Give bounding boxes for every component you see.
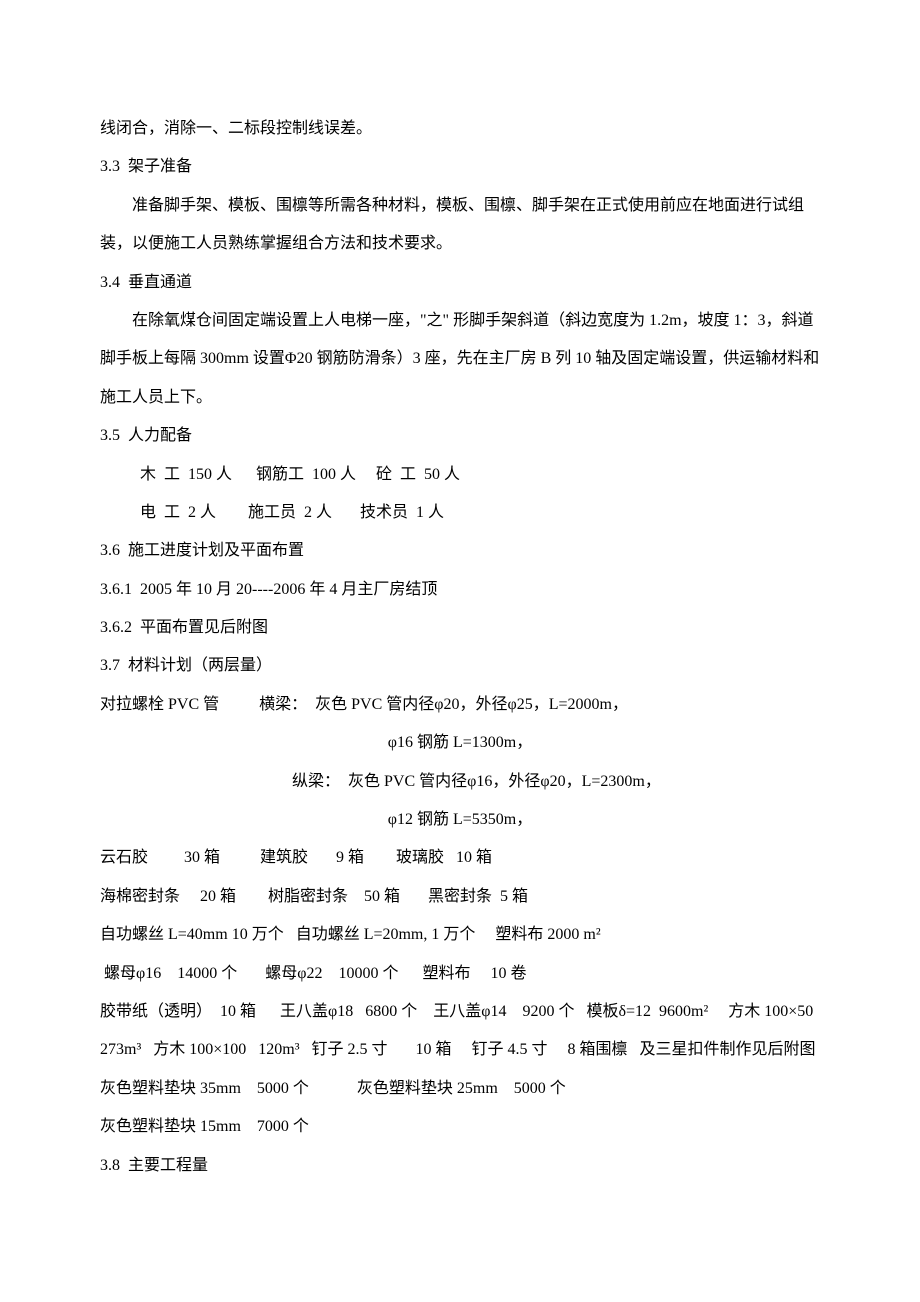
- heading-3-6-1: 3.6.1 2005 年 10 月 20----2006 年 4 月主厂房结顶: [100, 571, 820, 609]
- text-line-03: 准备脚手架、模板、围檩等所需各种材料，模板、围檩、脚手架在正式使用前应在地面进行…: [100, 187, 820, 264]
- material-line-20: 螺母φ16 14000 个 螺母φ22 10000 个 塑料布 10 卷: [100, 955, 820, 993]
- heading-3-4: 3.4 垂直通道: [100, 264, 820, 302]
- heading-3-7: 3.7 材料计划（两层量）: [100, 647, 820, 685]
- heading-3-6: 3.6 施工进度计划及平面布置: [100, 532, 820, 570]
- heading-3-6-2: 3.6.2 平面布置见后附图: [100, 609, 820, 647]
- material-line-18: 海棉密封条 20 箱 树脂密封条 50 箱 黑密封条 5 箱: [100, 878, 820, 916]
- text-line-05: 在除氧煤仓间固定端设置上人电梯一座，"之" 形脚手架斜道（斜边宽度为 1.2m，…: [100, 302, 820, 417]
- material-line-19: 自功螺丝 L=40mm 10 万个 自功螺丝 L=20mm, 1 万个 塑料布 …: [100, 916, 820, 954]
- material-line-15: 纵梁： 灰色 PVC 管内径φ16，外径φ20，L=2300m，: [100, 763, 820, 801]
- personnel-line-1: 木 工 150 人 钢筋工 100 人 砼 工 50 人: [100, 456, 820, 494]
- heading-3-8: 3.8 主要工程量: [100, 1147, 820, 1185]
- material-line-22: 灰色塑料垫块 35mm 5000 个 灰色塑料垫块 25mm 5000 个: [100, 1070, 820, 1108]
- material-line-23: 灰色塑料垫块 15mm 7000 个: [100, 1108, 820, 1146]
- material-line-13: 对拉螺栓 PVC 管 横梁： 灰色 PVC 管内径φ20，外径φ25，L=200…: [100, 686, 820, 724]
- material-line-21: 胶带纸（透明） 10 箱 王八盖φ18 6800 个 王八盖φ14 9200 个…: [100, 993, 820, 1070]
- personnel-line-2: 电 工 2 人 施工员 2 人 技术员 1 人: [100, 494, 820, 532]
- heading-3-3: 3.3 架子准备: [100, 148, 820, 186]
- heading-3-5: 3.5 人力配备: [100, 417, 820, 455]
- material-line-17: 云石胶 30 箱 建筑胶 9 箱 玻璃胶 10 箱: [100, 839, 820, 877]
- material-line-14: φ16 钢筋 L=1300m，: [100, 724, 820, 762]
- material-line-16: φ12 钢筋 L=5350m，: [100, 801, 820, 839]
- text-line-01: 线闭合，消除一、二标段控制线误差。: [100, 110, 820, 148]
